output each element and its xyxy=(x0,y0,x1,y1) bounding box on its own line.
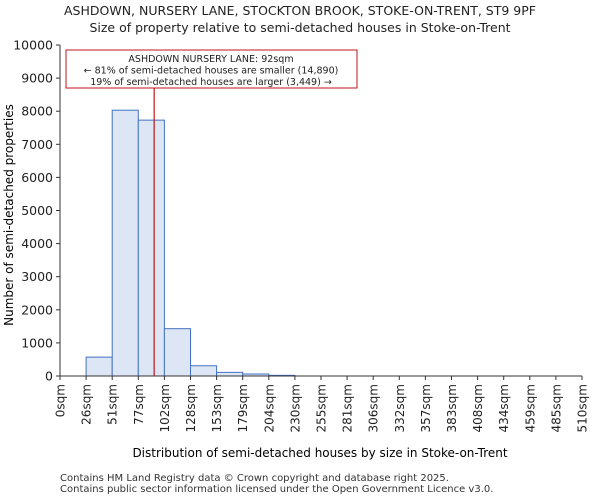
bar-128sqm xyxy=(190,365,218,377)
x-tick-label: 434sqm xyxy=(497,384,511,432)
x-tick-label: 255sqm xyxy=(315,384,329,432)
chart-title: ASHDOWN, NURSERY LANE, STOCKTON BROOK, S… xyxy=(63,3,536,18)
y-tick-label: 0 xyxy=(45,369,53,384)
x-tick-label: 281sqm xyxy=(341,384,355,432)
chart-subtitle: Size of property relative to semi-detach… xyxy=(89,20,511,35)
y-axis: 0 1000 2000 3000 4000 5000 6000 7000 8000 9000 100… xyxy=(13,38,61,384)
x-axis: 0sqm 26sqm 51sqm 77sqm 102sqm 128sqm 153sqm 179… xyxy=(54,375,590,432)
bar-77sqm xyxy=(137,119,165,377)
x-tick-label: 51sqm xyxy=(106,384,120,425)
y-tick-label: 7000 xyxy=(21,137,53,152)
bar-102sqm xyxy=(163,328,191,377)
x-tick-label: 383sqm xyxy=(445,384,459,432)
bar-153sqm xyxy=(216,371,244,377)
x-tick-label: 77sqm xyxy=(132,384,146,425)
x-axis-label: Distribution of semi-detached houses by … xyxy=(132,446,507,460)
x-tick-label: 510sqm xyxy=(576,384,590,432)
y-tick-label: 4000 xyxy=(21,236,53,251)
x-tick-label: 230sqm xyxy=(288,384,302,432)
x-tick-label: 408sqm xyxy=(471,384,485,432)
x-tick-label: 459sqm xyxy=(523,384,537,432)
x-tick-label: 204sqm xyxy=(262,384,276,432)
annotation-box xyxy=(65,49,358,89)
x-tick-label: 485sqm xyxy=(549,384,563,432)
footer-line-2: Contains public sector information licen… xyxy=(60,484,494,495)
y-tick-label: 6000 xyxy=(21,170,53,185)
y-axis-label: Number of semi-detached properties xyxy=(2,104,16,326)
bars-group xyxy=(85,109,296,377)
x-tick-label: 102sqm xyxy=(158,384,172,432)
annotation-line-1: ASHDOWN NURSERY LANE: 92sqm xyxy=(128,54,293,65)
bar-51sqm xyxy=(111,109,139,377)
x-tick-label: 179sqm xyxy=(236,384,250,432)
y-tick-label: 3000 xyxy=(21,269,53,284)
y-tick-label: 2000 xyxy=(21,302,53,317)
x-tick-label: 332sqm xyxy=(393,384,407,432)
footer-line-1: Contains HM Land Registry data © Crown c… xyxy=(60,473,449,484)
x-tick-label: 306sqm xyxy=(367,384,381,432)
x-tick-label: 26sqm xyxy=(80,384,94,425)
y-tick-label: 9000 xyxy=(21,71,53,86)
annotation-line-2: ← 81% of semi-detached houses are smalle… xyxy=(84,66,339,77)
y-tick-label: 1000 xyxy=(21,335,53,350)
x-tick-label: 153sqm xyxy=(210,384,224,432)
y-tick-label: 8000 xyxy=(21,104,53,119)
annotation-line-3: 19% of semi-detached houses are larger (… xyxy=(90,77,332,88)
x-tick-label: 0sqm xyxy=(54,384,68,417)
bar-26sqm xyxy=(85,356,113,377)
y-tick-label: 10000 xyxy=(13,38,53,53)
x-tick-label: 128sqm xyxy=(184,384,198,432)
annotation-box-group: ASHDOWN NURSERY LANE: 92sqm← 81% of semi… xyxy=(65,49,358,89)
y-tick-label: 5000 xyxy=(21,203,53,218)
x-tick-label: 357sqm xyxy=(419,384,433,432)
